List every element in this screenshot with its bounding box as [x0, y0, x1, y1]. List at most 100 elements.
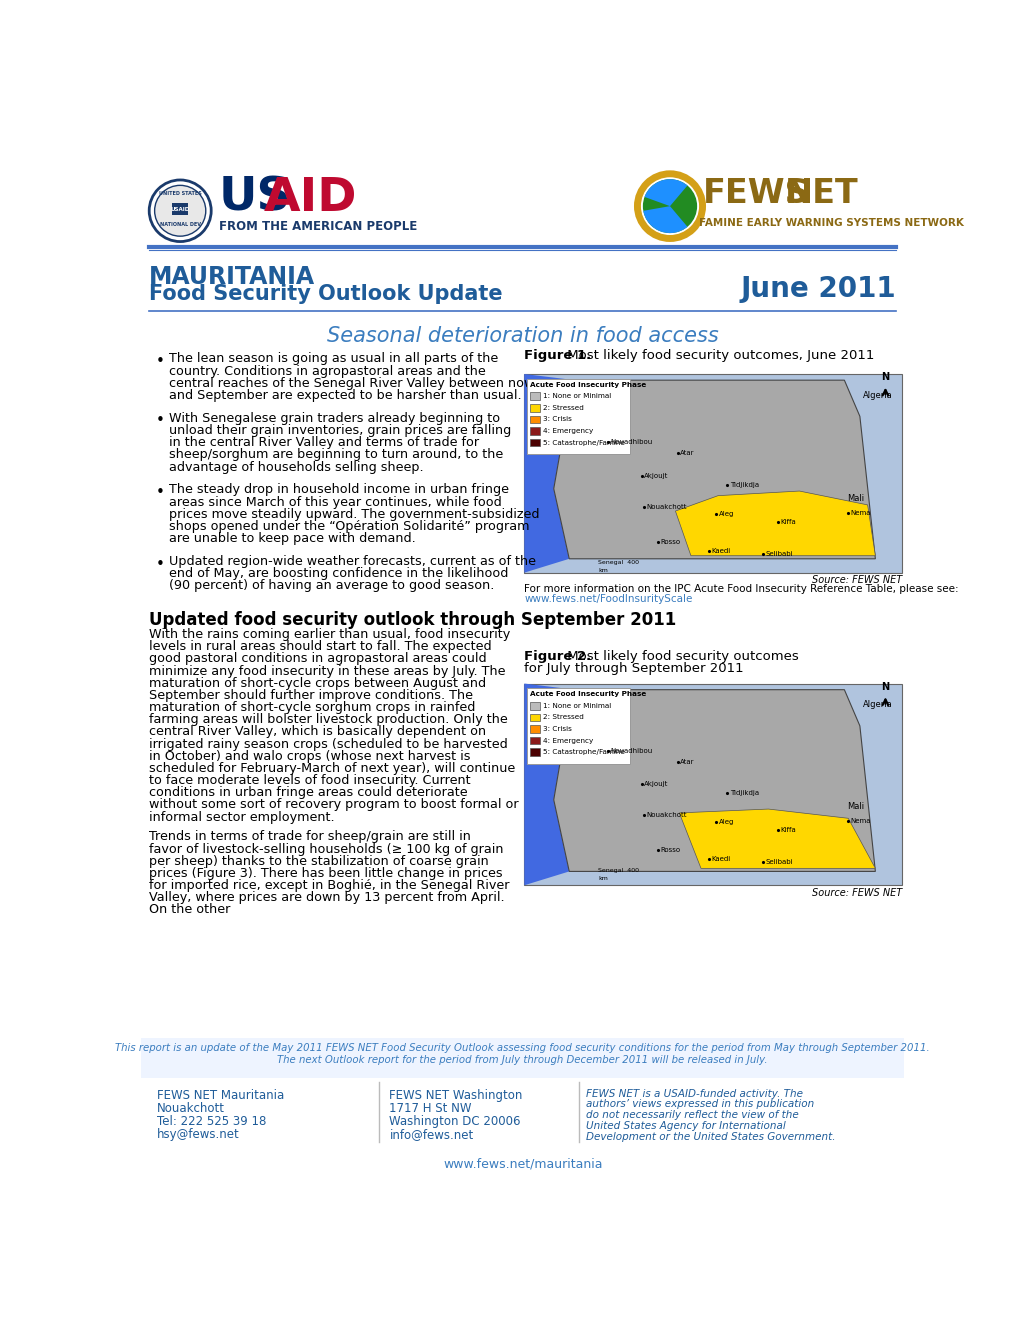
Text: FROM THE AMERICAN PEOPLE: FROM THE AMERICAN PEOPLE: [219, 219, 417, 232]
Text: Selibabi: Selibabi: [764, 859, 792, 865]
Text: The next Outlook report for the period from July through December 2011 will be r: The next Outlook report for the period f…: [277, 1055, 767, 1065]
Text: 1: None or Minimal: 1: None or Minimal: [542, 393, 610, 400]
Text: Senegal  400: Senegal 400: [597, 560, 638, 565]
Text: Kaedi: Kaedi: [710, 548, 730, 554]
Text: Aleg: Aleg: [718, 511, 734, 517]
Text: Nouakchott: Nouakchott: [646, 504, 687, 511]
Bar: [527, 379, 630, 454]
Text: •: •: [156, 557, 164, 572]
Text: Trends in terms of trade for sheep/grain are still in: Trends in terms of trade for sheep/grain…: [149, 830, 471, 843]
Text: Nouakchott: Nouakchott: [157, 1102, 225, 1114]
Circle shape: [149, 180, 211, 242]
Text: Seasonal deterioration in food access: Seasonal deterioration in food access: [326, 326, 718, 346]
Text: (90 percent) of having an average to good season.: (90 percent) of having an average to goo…: [169, 579, 494, 593]
Text: Updated region-wide weather forecasts, current as of the: Updated region-wide weather forecasts, c…: [169, 556, 536, 568]
Text: FEWS NET Mauritania: FEWS NET Mauritania: [157, 1089, 284, 1102]
Text: For more information on the IPC Acute Food Insecurity Reference Table, please se: For more information on the IPC Acute Fo…: [524, 585, 958, 594]
Text: Food Security Outlook Update: Food Security Outlook Update: [149, 284, 502, 304]
Bar: [142, 1038, 903, 1077]
Bar: [530, 725, 539, 733]
Text: Nouakchott: Nouakchott: [646, 812, 687, 818]
Bar: [530, 416, 539, 424]
Text: June 2011: June 2011: [740, 276, 896, 304]
Text: prices move steadily upward. The government-subsidized: prices move steadily upward. The governm…: [169, 508, 539, 521]
Text: Rosso: Rosso: [659, 847, 680, 853]
Text: central reaches of the Senegal River Valley between now: central reaches of the Senegal River Val…: [169, 376, 534, 389]
Bar: [530, 392, 539, 400]
Text: to face moderate levels of food insecurity. Current: to face moderate levels of food insecuri…: [149, 774, 471, 787]
Text: •: •: [156, 354, 164, 370]
Text: US: US: [219, 176, 291, 220]
Text: 2: Stressed: 2: Stressed: [542, 714, 583, 721]
Text: Source: FEWS NET: Source: FEWS NET: [811, 887, 902, 898]
Text: country. Conditions in agropastoral areas and the: country. Conditions in agropastoral area…: [169, 364, 486, 378]
Text: 3: Crisis: 3: Crisis: [542, 726, 572, 733]
Text: AID: AID: [264, 176, 357, 220]
Bar: [524, 374, 902, 573]
Polygon shape: [553, 380, 874, 558]
Text: conditions in urban fringe areas could deteriorate: conditions in urban fringe areas could d…: [149, 787, 468, 799]
Text: The lean season is going as usual in all parts of the: The lean season is going as usual in all…: [169, 352, 498, 366]
Text: This report is an update of the May 2011 FEWS NET Food Security Outlook assessin: This report is an update of the May 2011…: [115, 1043, 929, 1053]
Text: N: N: [880, 372, 889, 383]
Bar: [530, 404, 539, 412]
Text: 5: Catastrophe/Famine: 5: Catastrophe/Famine: [542, 440, 625, 446]
Text: With Senegalese grain traders already beginning to: With Senegalese grain traders already be…: [169, 412, 500, 425]
Text: Akjoujt: Akjoujt: [644, 473, 668, 479]
Polygon shape: [553, 689, 874, 871]
Text: in the central River Valley and terms of trade for: in the central River Valley and terms of…: [169, 436, 479, 449]
Text: Akjoujt: Akjoujt: [644, 780, 668, 787]
Text: end of May, are boosting confidence in the likelihood: end of May, are boosting confidence in t…: [169, 568, 508, 581]
Text: Figure 1.: Figure 1.: [524, 350, 591, 363]
Text: Tel: 222 525 39 18: Tel: 222 525 39 18: [157, 1114, 266, 1127]
Text: UNITED STATES: UNITED STATES: [159, 191, 202, 197]
Text: without some sort of recovery program to boost formal or: without some sort of recovery program to…: [149, 799, 519, 812]
Wedge shape: [644, 180, 687, 206]
Text: informal sector employment.: informal sector employment.: [149, 810, 334, 824]
Text: for imported rice, except in Boghié, in the Senegal River: for imported rice, except in Boghié, in …: [149, 879, 510, 892]
Text: Most likely food security outcomes: Most likely food security outcomes: [562, 649, 798, 663]
Text: •: •: [156, 413, 164, 429]
Text: Atar: Atar: [680, 759, 694, 766]
Bar: [524, 684, 902, 886]
Text: authors’ views expressed in this publication: authors’ views expressed in this publica…: [586, 1100, 814, 1109]
Text: Mali: Mali: [847, 803, 864, 812]
Polygon shape: [524, 374, 574, 573]
Text: Aleg: Aleg: [718, 820, 734, 825]
Text: info@fews.net: info@fews.net: [389, 1127, 473, 1140]
Text: September should further improve conditions. The: September should further improve conditi…: [149, 689, 473, 702]
Text: good pastoral conditions in agropastoral areas could: good pastoral conditions in agropastoral…: [149, 652, 486, 665]
Text: shops opened under the “Opération Solidarité” program: shops opened under the “Opération Solida…: [169, 520, 529, 533]
Text: Nouadhibou: Nouadhibou: [609, 438, 652, 445]
Text: Tidjikdja: Tidjikdja: [729, 482, 758, 488]
Text: Nouadhibou: Nouadhibou: [609, 748, 652, 754]
Text: maturation of short-cycle crops between August and: maturation of short-cycle crops between …: [149, 677, 486, 690]
Text: advantage of households selling sheep.: advantage of households selling sheep.: [169, 461, 424, 474]
Text: maturation of short-cycle sorghum crops in rainfed: maturation of short-cycle sorghum crops …: [149, 701, 475, 714]
Circle shape: [155, 185, 206, 236]
Text: Kiffa: Kiffa: [781, 826, 796, 833]
Text: Source: FEWS NET: Source: FEWS NET: [811, 576, 902, 585]
Bar: [530, 702, 539, 710]
Bar: [527, 688, 630, 763]
Text: On the other: On the other: [149, 903, 230, 916]
Text: unload their grain inventories, grain prices are falling: unload their grain inventories, grain pr…: [169, 424, 512, 437]
Text: Most likely food security outcomes, June 2011: Most likely food security outcomes, June…: [562, 350, 873, 363]
Text: scheduled for February-March of next year), will continue: scheduled for February-March of next yea…: [149, 762, 515, 775]
Bar: [530, 748, 539, 756]
Text: Rosso: Rosso: [659, 539, 680, 545]
Text: 4: Emergency: 4: Emergency: [542, 738, 593, 743]
Text: Kiffa: Kiffa: [781, 519, 796, 525]
Polygon shape: [524, 684, 574, 886]
Text: FAMINE EARLY WARNING SYSTEMS NETWORK: FAMINE EARLY WARNING SYSTEMS NETWORK: [699, 218, 963, 228]
Text: Washington DC 20006: Washington DC 20006: [389, 1114, 521, 1127]
Bar: [530, 428, 539, 434]
Bar: [530, 714, 539, 721]
Text: hsy@fews.net: hsy@fews.net: [157, 1127, 239, 1140]
Text: irrigated rainy season crops (scheduled to be harvested: irrigated rainy season crops (scheduled …: [149, 738, 507, 751]
Text: NET: NET: [784, 177, 857, 210]
Text: km: km: [597, 568, 607, 573]
Text: 1717 H St NW: 1717 H St NW: [389, 1102, 472, 1114]
Text: www.fews.net/mauritania: www.fews.net/mauritania: [442, 1158, 602, 1171]
Text: www.fews.net/FoodInsurityScale: www.fews.net/FoodInsurityScale: [524, 594, 692, 605]
